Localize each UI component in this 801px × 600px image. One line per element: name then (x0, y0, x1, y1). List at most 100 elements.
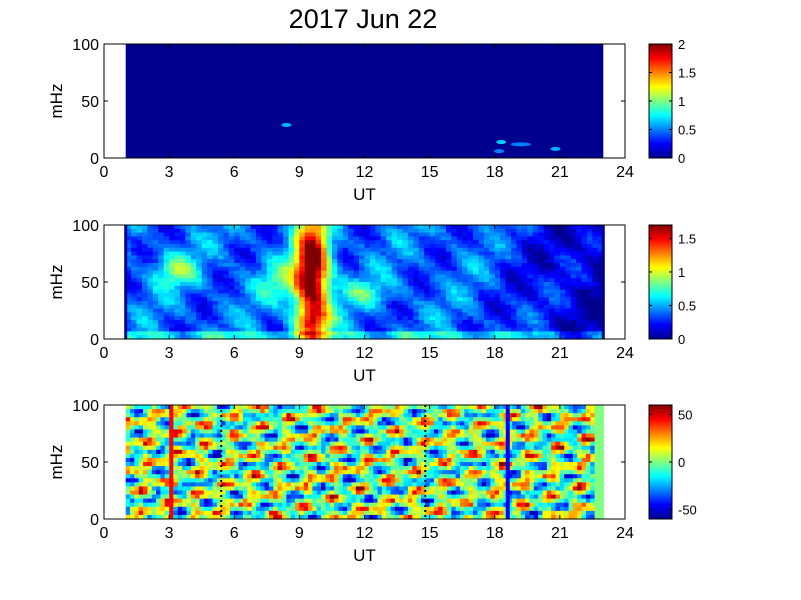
heatmap-cell (429, 514, 435, 520)
heatmap-cell (151, 405, 157, 410)
heatmap-cell (201, 301, 208, 306)
heatmap-cell (549, 274, 556, 279)
heatmap-cell (255, 498, 261, 504)
heatmap-cell (316, 474, 322, 479)
heatmap-cell (391, 278, 398, 283)
heatmap-cell (397, 244, 404, 249)
heatmap-cell (391, 232, 398, 237)
heatmap-cell (446, 409, 452, 414)
heatmap-cell (368, 449, 374, 455)
heatmap-cell (348, 263, 355, 268)
heatmap-cell (283, 301, 290, 306)
heatmap-cell (207, 274, 214, 279)
heatmap-cell (500, 293, 507, 298)
heatmap-cell (245, 301, 252, 306)
heatmap-cell (505, 297, 512, 302)
heatmap-cell (293, 251, 300, 256)
heatmap-cell (559, 312, 566, 317)
heatmap-cell (438, 445, 444, 451)
heatmap-cell (494, 323, 501, 329)
heatmap-cell (364, 270, 371, 275)
heatmap-cell (310, 240, 317, 245)
heatmap-cell (331, 255, 338, 260)
heatmap-cell (438, 482, 444, 488)
heatmap-cell (147, 293, 154, 298)
heatmap-cell (386, 278, 393, 283)
heatmap-cell (277, 327, 284, 332)
heatmap-cell (483, 274, 490, 279)
heatmap-cell (483, 285, 490, 291)
heatmap-cell (321, 327, 328, 332)
heatmap-cell (380, 247, 387, 253)
heatmap-cell (565, 331, 572, 336)
heatmap-cell (212, 445, 218, 451)
heatmap-cell (303, 413, 309, 418)
heatmap-cell (151, 502, 157, 508)
heatmap-cell (359, 251, 366, 256)
heatmap-cell (264, 482, 270, 488)
heatmap-cell (277, 289, 284, 294)
x-tick-label: 0 (100, 345, 109, 362)
heatmap-cell (386, 441, 392, 447)
heatmap-cell (412, 405, 418, 410)
heatmap-cell (315, 247, 322, 253)
heatmap-cell (368, 470, 374, 475)
heatmap-cell (527, 282, 534, 287)
heatmap-cell (464, 457, 470, 463)
heatmap-cell (364, 453, 370, 459)
heatmap-cell (375, 285, 382, 291)
heatmap-cell (442, 514, 448, 520)
heatmap-cell (299, 462, 305, 467)
heatmap-cell (316, 425, 322, 431)
heatmap-cell (304, 255, 311, 260)
heatmap-cell (445, 240, 452, 245)
heatmap-cell (290, 506, 296, 512)
heatmap-cell (511, 323, 518, 329)
heatmap-cell (251, 413, 257, 418)
heatmap-cell (228, 285, 235, 291)
heatmap-cell (359, 293, 366, 298)
heatmap-cell (592, 244, 599, 249)
heatmap-cell (290, 494, 296, 500)
heatmap-cell (199, 405, 205, 410)
heatmap-cell (402, 274, 409, 279)
heatmap-cell (228, 331, 235, 336)
heatmap-cell (152, 308, 159, 313)
heatmap-cell (247, 514, 253, 520)
heatmap-cell (245, 255, 252, 260)
heatmap-cell (207, 293, 214, 298)
heatmap-cell (532, 263, 539, 268)
heatmap-cell (234, 466, 240, 471)
heatmap-cell (391, 335, 398, 340)
heatmap-cell (364, 282, 371, 287)
heatmap-cell (250, 301, 257, 306)
heatmap-cell (250, 297, 257, 302)
x-tick-label: 21 (551, 164, 569, 181)
heatmap-cell (576, 259, 583, 264)
heatmap-cell (407, 316, 414, 321)
heatmap-cell (570, 270, 577, 275)
heatmap-cell (386, 289, 393, 294)
heatmap-cell (369, 335, 376, 340)
heatmap-cell (272, 270, 279, 275)
heatmap-cell (355, 470, 361, 475)
heatmap-cell (505, 255, 512, 260)
heatmap-cell (316, 437, 322, 443)
heatmap-cell (293, 335, 300, 340)
heatmap-cell (581, 244, 588, 249)
heatmap-cell (234, 266, 241, 272)
heatmap-cell (264, 433, 270, 439)
heatmap-cell (429, 247, 436, 253)
heatmap-cell (451, 486, 457, 492)
heatmap-cell (125, 251, 132, 256)
heatmap-cell (489, 251, 496, 256)
heatmap-cell (203, 413, 209, 418)
heatmap-cell (282, 486, 287, 492)
heatmap-cell (212, 247, 219, 253)
heatmap-cell (559, 316, 566, 321)
heatmap-cell (347, 514, 353, 520)
heatmap-cell (348, 225, 355, 230)
heatmap-cell (308, 413, 313, 418)
heatmap-cell (295, 429, 300, 435)
heatmap-cell (451, 433, 457, 439)
